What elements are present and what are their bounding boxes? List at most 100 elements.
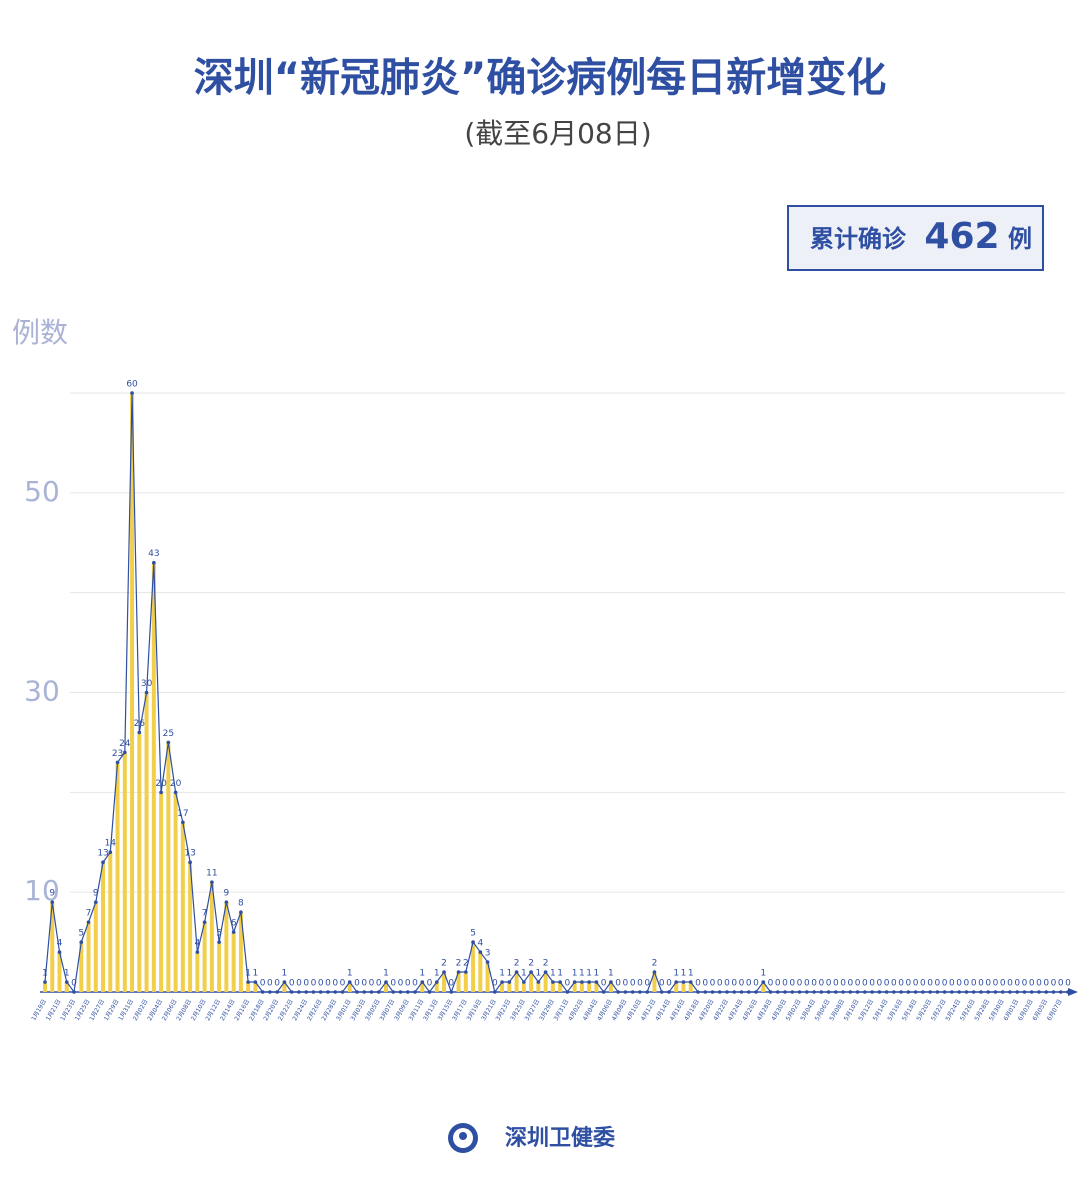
bar (159, 792, 164, 992)
data-label: 0 (659, 979, 665, 989)
point (326, 990, 330, 994)
point (594, 980, 599, 984)
point (173, 790, 178, 795)
data-label: 0 (340, 979, 346, 989)
point (427, 990, 432, 994)
data-label: 0 (804, 979, 810, 989)
point (347, 980, 352, 984)
bar (485, 962, 490, 992)
footer-logo (448, 1123, 478, 1153)
data-label: 1 (245, 969, 251, 979)
data-label: 0 (869, 979, 875, 989)
point (188, 860, 192, 865)
data-label: 1 (557, 969, 563, 979)
data-label: 0 (811, 979, 817, 989)
chart-title: 深圳“新冠肺炎”确诊病例每日新增变化 (194, 55, 887, 101)
point (64, 980, 69, 984)
data-label: 0 (390, 979, 396, 989)
point (514, 970, 519, 974)
data-label: 0 (427, 979, 433, 989)
point (79, 940, 84, 944)
point (1066, 990, 1070, 994)
point (50, 900, 55, 904)
bar (442, 972, 447, 992)
data-label: 0 (325, 979, 331, 989)
bar (101, 862, 106, 992)
point (892, 990, 896, 994)
bar (521, 982, 526, 992)
data-label: 1 (579, 969, 585, 979)
point (638, 990, 642, 994)
data-label: 1 (673, 969, 679, 979)
point (877, 990, 882, 994)
point (935, 990, 940, 994)
point (580, 980, 584, 984)
point (630, 990, 635, 994)
point (870, 990, 874, 994)
data-label: 0 (942, 979, 948, 989)
data-label: 7 (202, 909, 208, 919)
point (485, 960, 490, 964)
data-label: 0 (615, 979, 621, 989)
data-label: 0 (956, 979, 962, 989)
bar (579, 982, 584, 992)
point (355, 990, 359, 994)
point (181, 820, 185, 825)
data-label: 60 (126, 380, 138, 390)
point (725, 990, 729, 994)
point (768, 990, 773, 994)
data-label: 1 (550, 969, 556, 979)
data-label: 1 (42, 969, 48, 979)
point (558, 980, 562, 984)
point (609, 980, 613, 984)
total-value: 462 (924, 216, 999, 257)
data-label: 9 (93, 889, 99, 899)
point (659, 990, 664, 994)
point (667, 990, 671, 994)
point (1015, 990, 1020, 994)
point (601, 990, 606, 994)
data-label: 0 (971, 979, 977, 989)
bar (608, 982, 613, 992)
point (282, 980, 287, 984)
bar (681, 982, 686, 992)
point (384, 980, 388, 984)
point (152, 560, 156, 565)
data-label: 6 (231, 919, 237, 929)
bar (536, 982, 541, 992)
point (304, 990, 308, 994)
bar (43, 982, 47, 992)
y-axis-label: 例数 (12, 316, 68, 349)
bar (79, 942, 84, 992)
data-label: 0 (71, 979, 77, 989)
point (123, 750, 127, 755)
bar (166, 742, 171, 992)
point (369, 990, 374, 994)
data-label: 0 (666, 979, 672, 989)
point (456, 970, 461, 974)
bar (115, 762, 120, 992)
point (688, 980, 693, 984)
data-label: 0 (296, 979, 302, 989)
bar (471, 942, 476, 992)
data-label: 0 (731, 979, 737, 989)
point (398, 990, 403, 994)
point (529, 970, 533, 974)
data-label: 7 (86, 909, 92, 919)
data-label: 0 (949, 979, 955, 989)
point (1029, 990, 1034, 994)
point (224, 900, 229, 904)
data-label: 0 (623, 979, 629, 989)
point (906, 990, 911, 994)
bar (347, 982, 352, 992)
point (144, 690, 149, 695)
point (391, 990, 396, 994)
bar (224, 902, 229, 992)
data-label: 1 (760, 969, 766, 979)
point (855, 990, 860, 994)
data-label: 0 (369, 979, 375, 989)
point (231, 930, 236, 934)
bar (384, 982, 388, 992)
data-label: 11 (206, 869, 217, 879)
data-label: 0 (361, 979, 367, 989)
